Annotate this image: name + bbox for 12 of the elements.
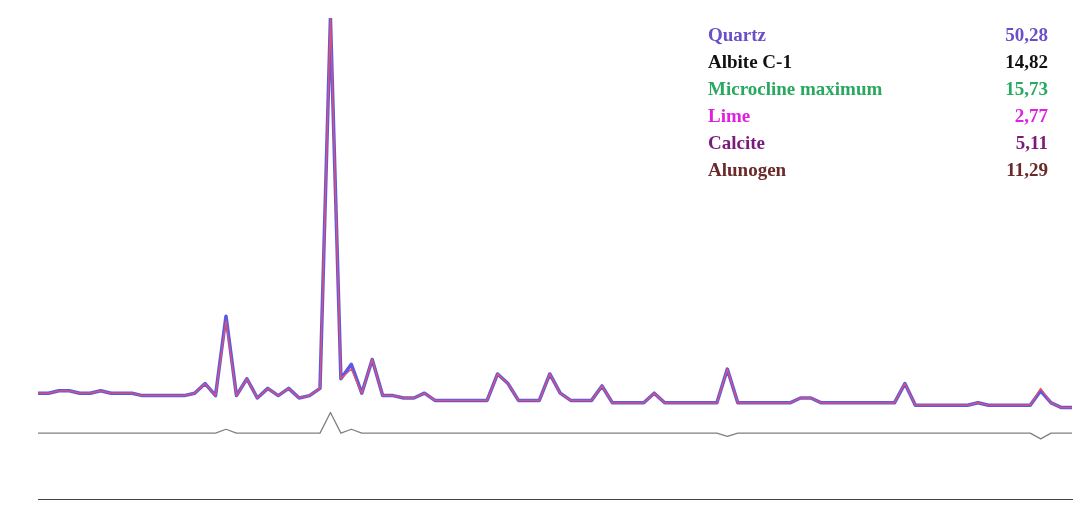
annotation: Calcite [708, 132, 766, 154]
annotation: 50,28 [1004, 24, 1048, 46]
annotation: 11,29 [1005, 159, 1048, 181]
annotation: 15,73 [1004, 78, 1048, 100]
annotation: Microcline maximum [708, 78, 884, 100]
annotation: 2,77 [1013, 105, 1048, 127]
annotation: Alunogen [708, 159, 788, 181]
annotation: Albite C-1 [708, 51, 793, 73]
annotation: 14,82 [1004, 51, 1048, 73]
annotation: 5,11 [1014, 132, 1048, 154]
annotation: Quartz [708, 24, 768, 46]
annotation: Lime [708, 105, 752, 127]
